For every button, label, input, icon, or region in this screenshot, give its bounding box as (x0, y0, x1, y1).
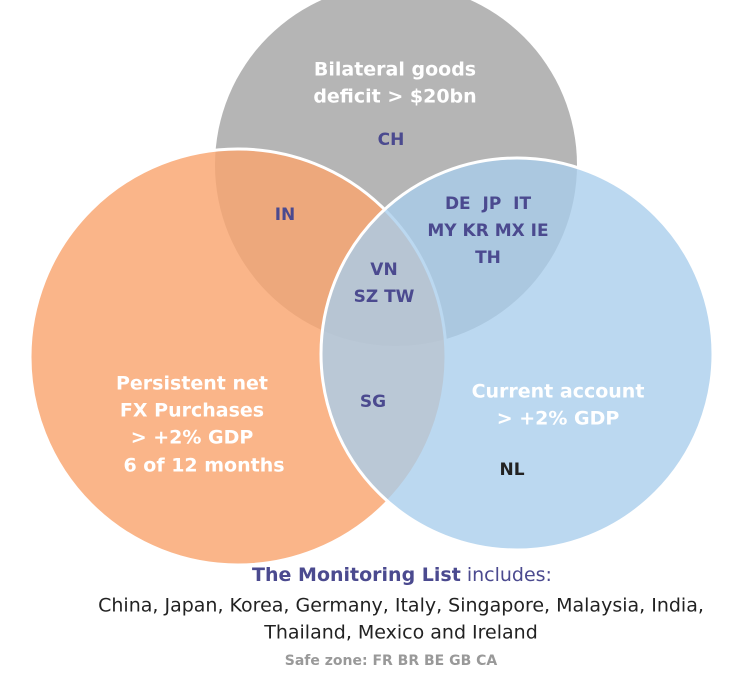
set-circle-current-account (319, 156, 715, 552)
set-label: FX Purchases (120, 400, 264, 422)
safe-zone: Safe zone: FR BR BE GB CA (285, 653, 498, 669)
set-label: 6 of 12 months (123, 455, 284, 477)
set-label: Bilateral goods (314, 59, 476, 81)
region-label: SG (360, 392, 386, 412)
set-label: Persistent net (116, 373, 268, 395)
set-label: > +2% GDP (497, 408, 620, 430)
region-label: DE JP IT (445, 194, 532, 214)
region-label: CH (378, 130, 405, 150)
monitoring-countries: China, Japan, Korea, Germany, Italy, Sin… (98, 595, 704, 617)
monitoring-list-heading: The Monitoring List includes: (252, 564, 552, 586)
monitoring-suffix: includes: (467, 564, 552, 586)
region-label: VN (370, 260, 397, 280)
monitoring-title: The Monitoring List (252, 564, 461, 586)
monitoring-countries: Thailand, Mexico and Ireland (263, 622, 538, 644)
region-label: MY KR MX IE (427, 221, 548, 241)
region-label: SZ TW (354, 287, 415, 307)
set-label: deficit > $20bn (313, 86, 476, 108)
region-label: IN (275, 205, 296, 225)
region-label: NL (499, 460, 524, 480)
set-label: Current account (472, 381, 645, 403)
set-label: > +2% GDP (131, 427, 254, 449)
region-label: TH (475, 248, 501, 268)
